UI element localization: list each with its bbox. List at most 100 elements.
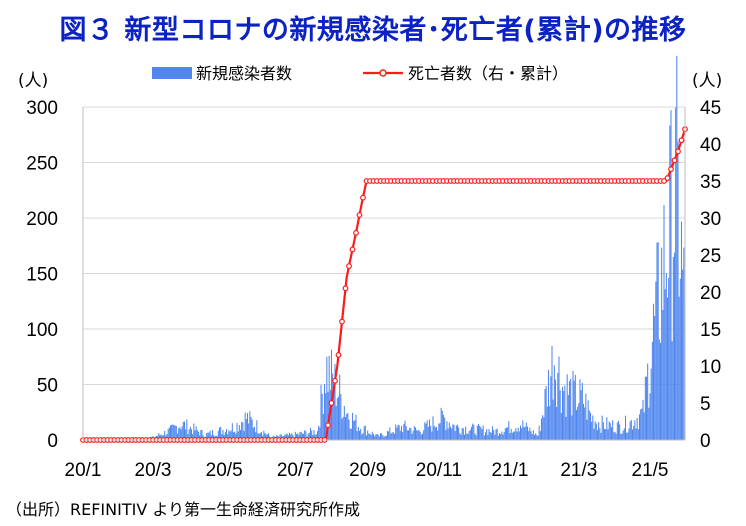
bar bbox=[566, 374, 568, 440]
bar bbox=[640, 409, 642, 440]
bar bbox=[557, 372, 559, 440]
bar bbox=[561, 386, 564, 440]
bar bbox=[563, 390, 565, 440]
bar bbox=[452, 424, 454, 440]
bar bbox=[398, 425, 400, 440]
bar bbox=[664, 289, 666, 440]
y2-tick-label: 45 bbox=[700, 98, 721, 119]
bar bbox=[242, 422, 244, 440]
bar bbox=[221, 434, 223, 440]
bar bbox=[420, 434, 422, 440]
bar bbox=[325, 393, 327, 440]
bar bbox=[671, 341, 673, 440]
bar bbox=[559, 390, 561, 440]
bar bbox=[602, 422, 604, 440]
line-marker bbox=[661, 178, 667, 184]
bar bbox=[211, 430, 214, 440]
bar bbox=[307, 433, 309, 440]
bar bbox=[349, 428, 351, 440]
bar bbox=[530, 431, 532, 440]
bar bbox=[377, 434, 379, 440]
bar bbox=[257, 433, 259, 440]
bar bbox=[483, 435, 485, 440]
bar bbox=[587, 400, 589, 440]
bar bbox=[682, 269, 684, 440]
bars-series bbox=[95, 55, 686, 441]
bar bbox=[578, 403, 580, 440]
bar bbox=[190, 429, 193, 440]
bar bbox=[533, 435, 536, 440]
bar bbox=[160, 434, 162, 440]
bar bbox=[447, 428, 449, 440]
bar bbox=[256, 420, 258, 440]
legend-swatch-bars bbox=[152, 67, 192, 79]
bar bbox=[301, 433, 303, 440]
bar bbox=[403, 423, 405, 440]
bar bbox=[623, 428, 625, 440]
bar bbox=[495, 429, 497, 440]
bar bbox=[547, 369, 550, 440]
bar bbox=[538, 425, 540, 440]
bar bbox=[439, 423, 441, 440]
bar bbox=[551, 345, 553, 440]
bar bbox=[543, 417, 545, 440]
bar bbox=[444, 417, 446, 440]
bar bbox=[511, 432, 513, 440]
bar bbox=[596, 430, 599, 440]
bar bbox=[392, 432, 394, 440]
bar bbox=[185, 429, 187, 440]
bar bbox=[665, 273, 667, 440]
bar bbox=[535, 433, 537, 440]
bar bbox=[320, 384, 322, 440]
bar bbox=[657, 242, 659, 440]
bar bbox=[461, 427, 463, 440]
bar bbox=[525, 422, 527, 440]
bar bbox=[536, 435, 538, 440]
bar bbox=[304, 430, 306, 440]
bar bbox=[305, 431, 307, 440]
bar bbox=[416, 430, 418, 440]
bar bbox=[584, 407, 586, 440]
bar bbox=[164, 430, 166, 440]
bar bbox=[484, 432, 487, 440]
bar bbox=[560, 412, 562, 440]
bar bbox=[434, 427, 436, 440]
bar bbox=[515, 428, 517, 440]
bar bbox=[519, 425, 522, 440]
bar bbox=[174, 425, 176, 440]
bar bbox=[328, 355, 330, 440]
bar bbox=[370, 434, 372, 440]
bar bbox=[406, 430, 408, 440]
bar bbox=[428, 419, 431, 440]
bar bbox=[389, 427, 391, 440]
bar bbox=[493, 429, 495, 440]
bar bbox=[255, 432, 257, 440]
bar bbox=[635, 428, 637, 440]
bar bbox=[544, 389, 546, 440]
bar bbox=[172, 424, 174, 440]
bar bbox=[508, 421, 510, 440]
bar bbox=[558, 356, 560, 440]
bar bbox=[186, 419, 188, 440]
bar bbox=[249, 411, 251, 440]
bar bbox=[193, 423, 195, 440]
bar bbox=[347, 413, 349, 440]
y-tick-label: 150 bbox=[26, 265, 58, 286]
bar bbox=[188, 429, 190, 440]
bar bbox=[524, 426, 526, 440]
bar bbox=[526, 426, 529, 440]
bar bbox=[487, 435, 489, 440]
bar bbox=[645, 376, 648, 440]
bar bbox=[630, 420, 632, 440]
bar bbox=[619, 424, 621, 440]
bar bbox=[480, 427, 482, 440]
bar bbox=[605, 429, 607, 440]
bar bbox=[175, 426, 177, 440]
line-marker bbox=[346, 263, 352, 270]
bar bbox=[419, 431, 421, 440]
bar bbox=[279, 434, 281, 440]
bar bbox=[231, 423, 233, 440]
bar bbox=[250, 417, 252, 440]
bar bbox=[502, 434, 504, 440]
bar bbox=[372, 434, 375, 440]
